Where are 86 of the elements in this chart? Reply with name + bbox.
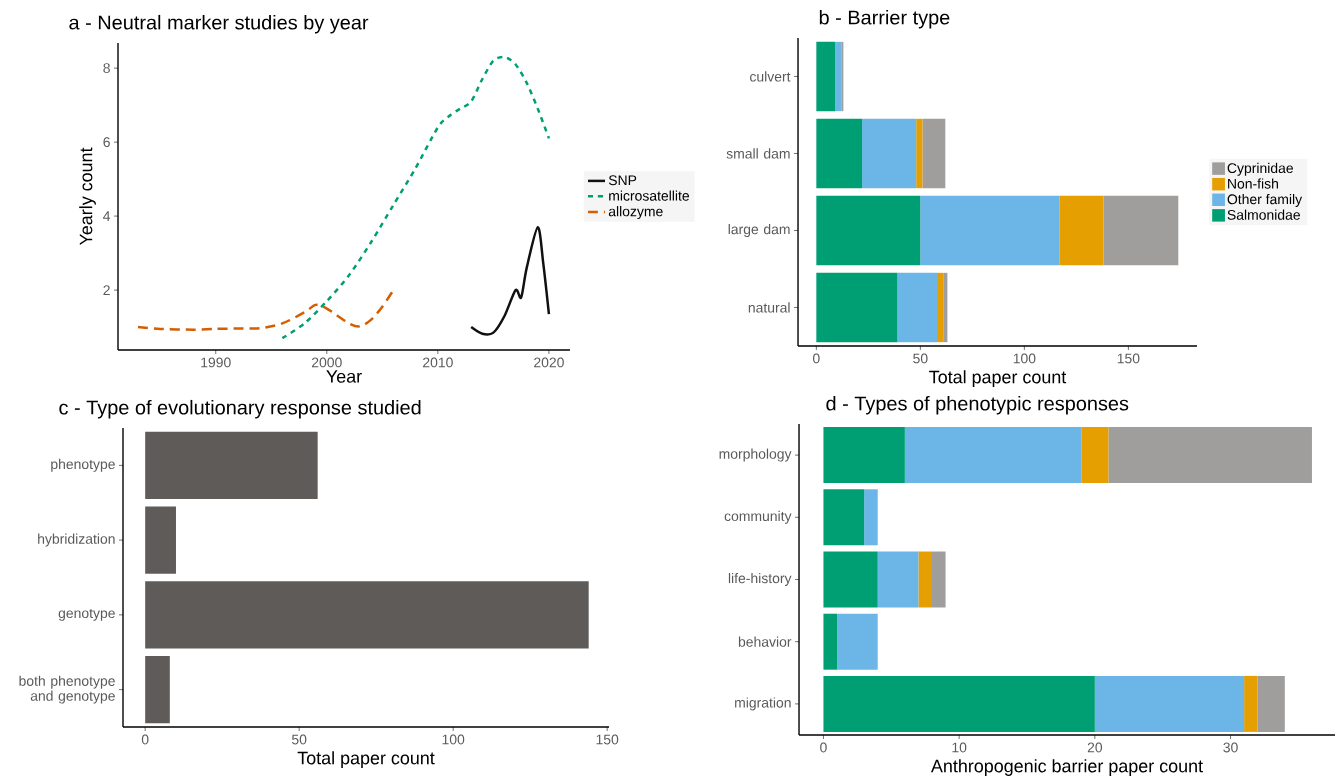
legend-label: SNP	[608, 175, 637, 186]
x-tick-label: 50	[913, 353, 928, 364]
bar	[918, 551, 933, 608]
bar	[841, 41, 844, 112]
bar	[145, 581, 589, 649]
bar	[837, 613, 878, 670]
y-tick-label: 2	[103, 285, 110, 295]
x-tick-label: 100	[1013, 353, 1036, 364]
bar	[823, 489, 865, 546]
bar	[816, 272, 898, 343]
legend-label: microsatellite	[609, 190, 690, 201]
y-tick-label: 6	[103, 137, 110, 148]
x-tick-label: 10	[952, 742, 967, 753]
bar	[932, 551, 946, 608]
bar	[1059, 195, 1104, 266]
x-axis-title: Year	[326, 370, 362, 383]
bar	[916, 118, 923, 189]
bar	[1257, 675, 1285, 732]
bar	[816, 118, 863, 189]
bar	[897, 272, 937, 343]
y-tick-label: both phenotype and genotype	[19, 675, 115, 704]
x-tick-label: 2010	[423, 357, 453, 368]
bar	[145, 655, 170, 724]
bar	[1108, 427, 1312, 484]
bar	[1103, 195, 1179, 266]
bar	[1244, 675, 1258, 732]
y-tick-label: 8	[103, 63, 110, 74]
bar	[816, 41, 836, 112]
bar	[904, 427, 1082, 484]
x-tick-label: 0	[820, 742, 827, 753]
legend-label: Salmonidae	[1227, 209, 1300, 220]
bar	[943, 272, 948, 343]
y-tick-label: phenotype	[51, 458, 115, 472]
y-tick-label: morphology	[719, 448, 792, 462]
bar	[823, 427, 905, 484]
y-tick-label: migration	[735, 697, 791, 711]
chart-title: c - Type of evolutionary response studied	[59, 399, 421, 419]
bar	[823, 675, 1095, 732]
x-tick-label: 50	[291, 734, 307, 745]
bar	[922, 118, 946, 189]
y-tick-label: behavior	[738, 636, 792, 647]
bar	[835, 41, 842, 112]
bar	[1081, 427, 1109, 484]
chart-title: d - Types of phenotypic responses	[826, 395, 1129, 415]
y-tick-label: life-history	[728, 572, 792, 586]
chart-title: b - Barrier type	[819, 9, 950, 29]
bar	[936, 272, 944, 343]
y-tick-label: 4	[103, 211, 111, 221]
legend-label: Other family	[1227, 193, 1303, 207]
x-tick-label: 1990	[201, 357, 231, 368]
x-axis-title: Total paper count	[297, 751, 435, 768]
x-axis-title: Anthropogenic barrier paper count	[930, 759, 1203, 776]
bar	[823, 613, 838, 670]
y-tick-label: large dam	[728, 223, 790, 237]
x-tick-label: 100	[442, 734, 465, 745]
chart-title: a - Neutral marker studies by year	[69, 14, 369, 34]
bar	[145, 506, 176, 574]
bar	[1094, 675, 1245, 732]
y-tick-label: genotype	[58, 608, 115, 621]
bar	[823, 551, 878, 608]
y-tick-label: natural	[748, 302, 790, 313]
y-tick-label: culvert	[750, 71, 791, 82]
line-series	[469, 225, 551, 336]
x-tick-label: 2020	[534, 357, 564, 368]
legend-label: allozyme	[608, 206, 663, 220]
x-axis-title: Total paper count	[929, 370, 1067, 387]
legend-label: Cyprinidae	[1227, 162, 1293, 176]
x-tick-label: 150	[1117, 353, 1140, 364]
y-tick-label: hybridization	[38, 533, 115, 547]
bar	[862, 118, 917, 189]
line-series	[281, 55, 551, 340]
y-axis-title: Yearly count	[79, 147, 96, 246]
x-tick-label: 30	[1223, 742, 1238, 753]
x-tick-label: 0	[813, 353, 820, 364]
x-tick-label: 20	[1087, 742, 1103, 753]
bar	[877, 551, 919, 608]
y-tick-label: small dam	[726, 148, 790, 159]
bar	[145, 431, 318, 500]
bar	[864, 489, 878, 546]
x-tick-label: 2000	[311, 357, 342, 368]
legend-label: Non-fish	[1228, 178, 1278, 189]
bar	[816, 195, 921, 266]
x-tick-label: 0	[141, 734, 149, 745]
y-tick-label: community	[724, 510, 792, 524]
bar	[920, 195, 1060, 266]
x-tick-label: 150	[596, 734, 619, 745]
